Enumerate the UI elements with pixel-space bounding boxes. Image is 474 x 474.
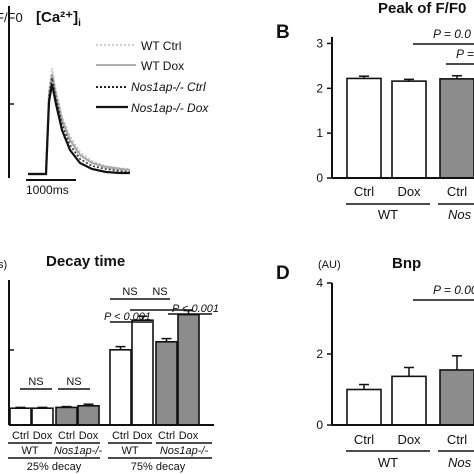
panel-b-group-wt: WT xyxy=(378,207,398,222)
panel-b-pvalue-2: P = xyxy=(456,47,474,61)
panel-c-bars xyxy=(9,309,214,426)
panel-c-significance: NS NS NS NS P < 0.001 P < 0.001 xyxy=(20,286,219,390)
panel-d-bar-1 xyxy=(391,375,427,426)
panel-c-ns-2: NS xyxy=(66,376,81,388)
panel-c-x-label-3: Dox xyxy=(79,430,99,442)
panel-d-unit: (AU) xyxy=(318,259,341,271)
panel-c-group-75: 75% decay xyxy=(131,461,186,473)
trace-wt-dox xyxy=(28,73,131,176)
panel-d-bars xyxy=(332,355,474,426)
panel-c-bar-3 xyxy=(77,404,100,426)
panel-c-x-label-6: Ctrl xyxy=(158,430,175,442)
panel-c-x-label-4: Ctrl xyxy=(112,430,129,442)
panel-c-pvalue-2: P < 0.001 xyxy=(172,303,219,315)
panel-c-group-wt-75: WT xyxy=(121,445,138,457)
panel-b-bar-1 xyxy=(391,80,427,179)
panel-b-bar-2 xyxy=(439,78,474,179)
panel-c-bar-5 xyxy=(131,319,154,426)
panel-b-y-tick-label-3: 3 xyxy=(316,36,323,50)
panel-d-y-ticks: 0 2 4 xyxy=(316,276,332,432)
panel-c-bar-4 xyxy=(109,348,132,426)
panel-b-bar-0 xyxy=(346,77,382,179)
legend-wt-ctrl-label: WT Ctrl xyxy=(141,39,181,53)
panel-c-bar-2 xyxy=(55,406,78,426)
panel-c-group-25: 25% decay xyxy=(27,461,82,473)
panel-c-bar-1 xyxy=(31,407,54,426)
trace-nos-dox xyxy=(28,83,130,176)
panel-d-x-label-2: Ctrl xyxy=(447,432,467,447)
panel-d-x-labels: Ctrl Dox Ctrl xyxy=(354,432,467,447)
panel-c-bar-6 xyxy=(155,340,178,426)
legend-nos-dox-label: Nos1ap-/- Dox xyxy=(131,101,209,115)
panel-c-x-label-2: Ctrl xyxy=(58,430,75,442)
panel-c-bar-0 xyxy=(9,407,32,426)
panel-d: D (AU) Bnp 0 2 4 P = 0.00 Ctrl Dox Ctrl WT N… xyxy=(276,255,474,470)
panel-b-x-label-2: Ctrl xyxy=(447,184,467,199)
panel-b-x-labels: Ctrl Dox Ctrl xyxy=(354,184,467,199)
panel-a: F/F0 [Ca²⁺]i WT Ctrl WT Dox Nos1ap-/- Ct… xyxy=(0,6,209,197)
panel-d-group-wt: WT xyxy=(378,455,398,470)
panel-c-group-wt-25: WT xyxy=(21,445,38,457)
panel-c-ns-1: NS xyxy=(28,376,43,388)
panel-d-bar-0 xyxy=(346,388,382,426)
panel-d-y-tick-label-1: 2 xyxy=(316,347,323,361)
legend-wt-dox-label: WT Dox xyxy=(141,59,184,73)
panel-a-legend: WT Ctrl WT Dox Nos1ap-/- Ctrl Nos1ap-/- … xyxy=(96,39,209,115)
panel-c-bar-7 xyxy=(177,313,200,426)
panel-b-letter: B xyxy=(276,22,290,43)
panel-d-bar-2 xyxy=(439,369,474,426)
panel-d-group-nos: Nos xyxy=(448,455,472,470)
panel-d-letter: D xyxy=(276,263,290,284)
panel-c-group-nos-25: Nos1ap-/- xyxy=(54,445,103,457)
trace-wt-ctrl xyxy=(28,67,131,175)
panel-b-x-label-1: Dox xyxy=(397,184,421,199)
panel-d-y-tick-label-2: 4 xyxy=(316,276,323,290)
panel-a-title: [Ca²⁺]i xyxy=(36,9,81,29)
panel-c-ns-3: NS xyxy=(122,286,137,298)
panel-b-x-label-0: Ctrl xyxy=(354,184,374,199)
panel-c-pvalue-1: P < 0.001 xyxy=(104,311,151,323)
panel-c-x-labels: Ctrl Dox Ctrl Dox Ctrl Dox Ctrl Dox xyxy=(12,430,199,442)
panel-b-pvalue-1: P = 0.0 xyxy=(433,27,471,41)
panel-b-y-tick-label-1: 1 xyxy=(316,126,323,140)
panel-c-x-label-1: Dox xyxy=(33,430,53,442)
panel-c-title: Decay time xyxy=(46,253,125,270)
panel-d-y-tick-label-0: 0 xyxy=(316,418,323,432)
panel-c-ns-4: NS xyxy=(152,286,167,298)
panel-c: s) Decay time NS NS NS NS P < 0.001 P < … xyxy=(0,253,219,473)
panel-d-x-label-0: Ctrl xyxy=(354,432,374,447)
panel-a-traces xyxy=(28,67,131,176)
panel-c-x-label-5: Dox xyxy=(133,430,153,442)
panel-c-x-label-7: Dox xyxy=(179,430,199,442)
panel-b-group-nos: Nos xyxy=(448,207,472,222)
panel-b-bars xyxy=(332,74,474,179)
panel-a-scalebar-label: 1000ms xyxy=(26,183,69,197)
panel-b-y-ticks: 0 1 2 3 xyxy=(316,36,332,185)
panel-b-y-tick-label-2: 2 xyxy=(316,81,323,95)
panel-c-group-nos-75: Nos1ap-/- xyxy=(160,445,209,457)
panel-d-pvalue: P = 0.00 xyxy=(433,283,474,297)
panel-c-ylabel: s) xyxy=(0,259,7,271)
panel-d-x-label-1: Dox xyxy=(397,432,421,447)
panel-b-title: Peak of F/F0 xyxy=(378,0,466,17)
legend-nos-ctrl-label: Nos1ap-/- Ctrl xyxy=(131,80,206,94)
panel-d-title: Bnp xyxy=(392,255,421,272)
panel-c-x-label-0: Ctrl xyxy=(12,430,29,442)
panel-a-ylabel: F/F0 xyxy=(0,10,23,25)
panel-b-y-tick-label-0: 0 xyxy=(316,171,323,185)
trace-nos-ctrl xyxy=(28,77,131,175)
